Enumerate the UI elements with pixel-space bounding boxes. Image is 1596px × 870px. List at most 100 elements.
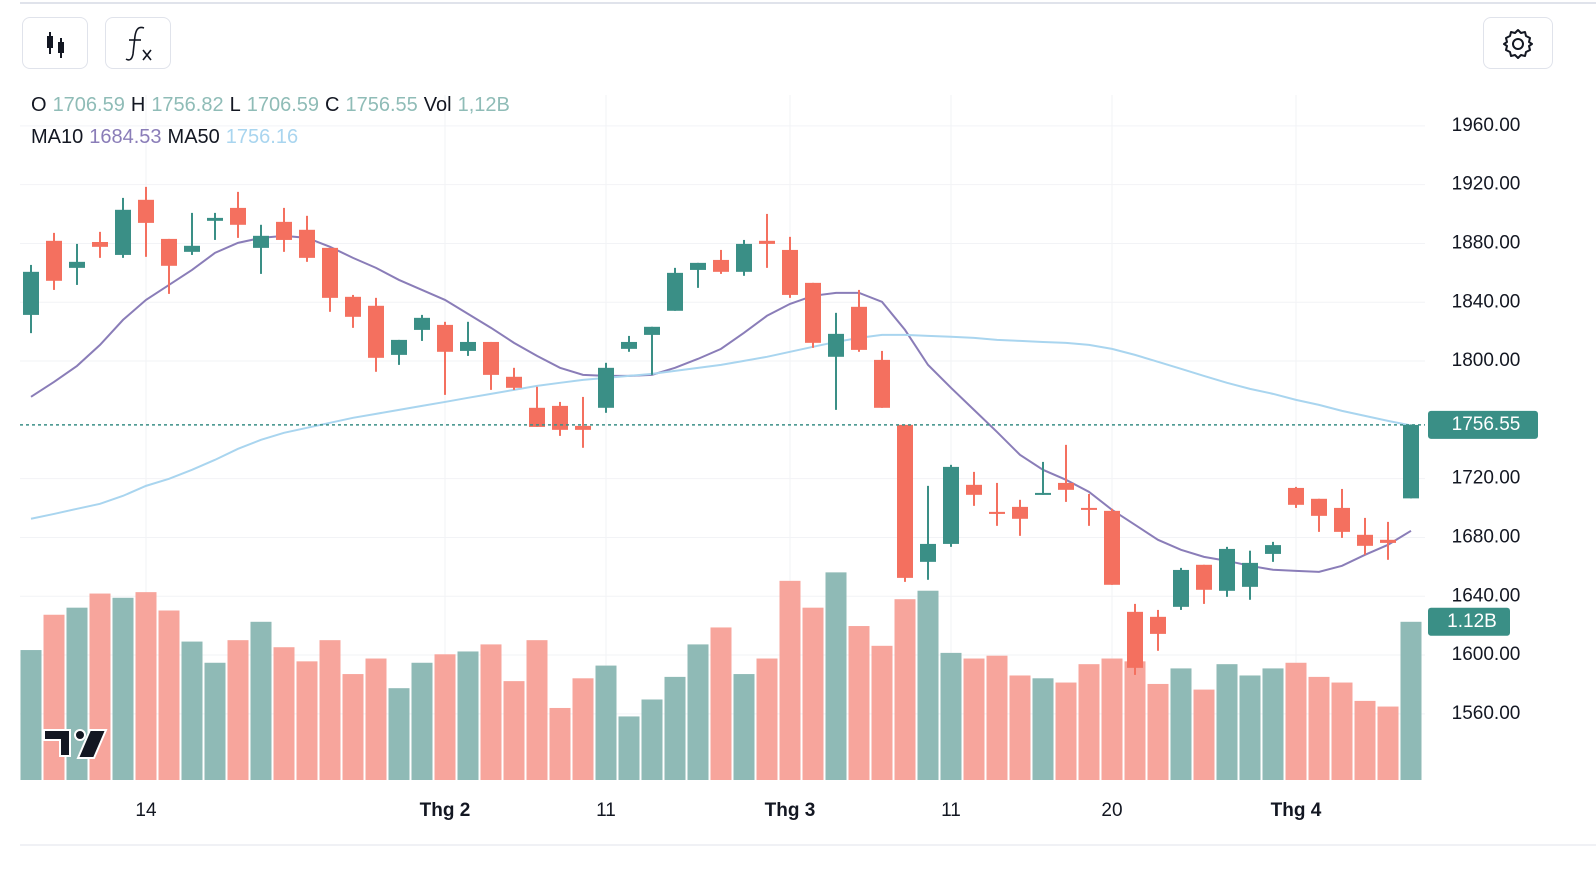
- candle-body: [1104, 510, 1120, 585]
- gear-icon: [1503, 29, 1533, 59]
- volume-bar: [1170, 668, 1192, 780]
- candle-body: [1311, 498, 1327, 516]
- y-tick-label: 1560.00: [1452, 703, 1521, 724]
- volume-bar: [20, 650, 42, 780]
- candle-body: [69, 261, 85, 268]
- legend-value: 1756.16: [225, 126, 299, 148]
- candle-body: [1081, 507, 1097, 510]
- candle-body: [414, 317, 430, 330]
- volume-bar: [802, 607, 824, 780]
- candle-body: [1357, 534, 1373, 546]
- candle-body: [621, 341, 637, 349]
- candle-body: [713, 259, 729, 272]
- ohlc-legend: O 1706.59 H 1756.82 L 1706.59 C 1756.55 Vol 1,12B: [31, 94, 516, 117]
- volume-bar: [342, 674, 364, 780]
- volume-bar: [1147, 683, 1169, 780]
- candle-body: [667, 272, 683, 311]
- y-tick-label: 1680.00: [1452, 526, 1521, 547]
- volume-bar: [687, 644, 709, 780]
- volume-bar: [480, 644, 502, 780]
- volume-bar: [549, 707, 571, 780]
- candle-body: [897, 424, 913, 578]
- legend-key: O: [31, 94, 47, 116]
- volume-bar: [779, 580, 801, 780]
- volume-bar: [1239, 675, 1261, 780]
- candle-body: [874, 359, 890, 408]
- candle-body: [575, 425, 591, 430]
- volume-label: 1.12B: [1447, 611, 1497, 632]
- volume-bar: [1009, 675, 1031, 780]
- volume-bar: [1285, 662, 1307, 780]
- legend-value: 1,12B: [457, 94, 510, 116]
- volume-bar: [319, 640, 341, 780]
- volume-bar: [641, 699, 663, 780]
- candle-body: [805, 282, 821, 343]
- volume-bar: [1032, 678, 1054, 780]
- x-tick-label: 20: [1101, 800, 1122, 821]
- volume-bar: [1308, 676, 1330, 780]
- legend-key: Vol: [423, 94, 452, 116]
- candle-body: [782, 249, 798, 295]
- legend-key: H: [130, 94, 146, 116]
- candle-body: [253, 235, 269, 248]
- volume-bar: [273, 647, 295, 780]
- candle-body: [276, 221, 292, 240]
- volume-bar: [963, 658, 985, 780]
- volume-bar: [618, 716, 640, 780]
- price-label-box: [1428, 410, 1538, 439]
- candle-body: [368, 305, 384, 358]
- candle-body: [598, 367, 614, 408]
- candle-body: [1127, 611, 1143, 668]
- candle-body: [230, 207, 246, 225]
- volume-bar: [1262, 668, 1284, 780]
- volume-bar: [503, 681, 525, 780]
- volume-bar: [986, 655, 1008, 780]
- candle-body: [23, 271, 39, 315]
- x-tick-label: 11: [941, 800, 961, 821]
- y-tick-label: 1920.00: [1452, 174, 1521, 195]
- volume-bar: [710, 627, 732, 780]
- price-label: 1756.55: [1452, 414, 1521, 435]
- settings-button[interactable]: [1483, 17, 1553, 69]
- volume-bar: [940, 652, 962, 780]
- candle-body: [529, 407, 545, 427]
- candle-body: [1265, 545, 1281, 554]
- volume-bar: [825, 572, 847, 780]
- legend-value: 1756.55: [345, 94, 418, 116]
- candle-body: [437, 324, 453, 352]
- volume-bar: [1101, 658, 1123, 780]
- candle-body: [943, 466, 959, 544]
- volume-bar: [112, 597, 134, 780]
- indicators-button[interactable]: [105, 17, 171, 69]
- candle-body: [759, 240, 775, 244]
- candle-body: [1173, 569, 1189, 607]
- candle-body: [1196, 564, 1212, 590]
- candle-type-button[interactable]: [22, 17, 88, 69]
- volume-bar: [1377, 706, 1399, 780]
- candle-body: [138, 199, 154, 223]
- volume-bar: [917, 590, 939, 780]
- volume-bar: [296, 661, 318, 780]
- candle-body: [391, 339, 407, 355]
- legend-key: L: [229, 94, 241, 116]
- volume-bar: [388, 688, 410, 780]
- volume-bar: [135, 592, 157, 780]
- candle-body: [1012, 506, 1028, 519]
- legend-key: MA10: [31, 126, 84, 148]
- legend-value: 1706.59: [246, 94, 320, 116]
- candle-body: [299, 229, 315, 258]
- candle-body: [506, 376, 522, 388]
- legend-value: 1684.53: [89, 126, 162, 148]
- candle-body: [552, 405, 568, 430]
- candle-body: [1288, 487, 1304, 505]
- candle-body: [1403, 424, 1419, 499]
- volume-bar: [1354, 700, 1376, 780]
- volume-label-box: [1428, 607, 1510, 636]
- fx-icon: [125, 26, 152, 61]
- volume-bar: [227, 640, 249, 780]
- candle-body: [92, 241, 108, 247]
- candle-body: [1219, 548, 1235, 591]
- volume-bar: [411, 662, 433, 780]
- x-tick-label: 11: [596, 800, 616, 821]
- candle-body: [828, 333, 844, 357]
